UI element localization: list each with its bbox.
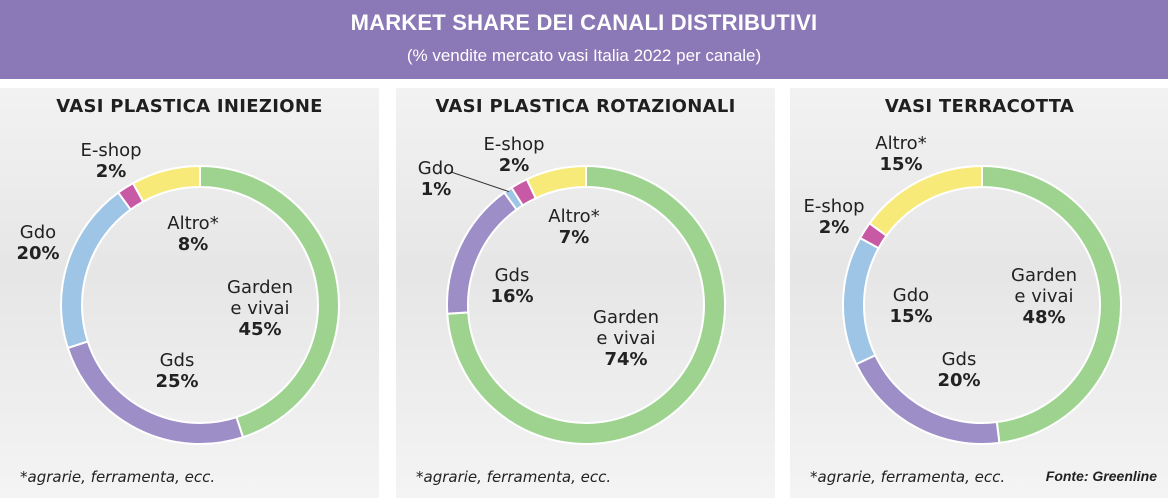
panel-title: VASI PLASTICA INIEZIONE [56,96,323,117]
donut-chart-terracotta [842,164,1122,445]
label-name-line: Garden [1011,265,1077,286]
footnote: *agrarie, ferramenta, ecc. [416,468,612,486]
data-label-e-shop: E-shop 2% [80,140,141,182]
label-percent: 20% [16,243,60,264]
data-label-altro: Altro* 15% [875,133,926,175]
label-name-line: Gdo [19,222,57,243]
label-name-line: Altro* [167,213,219,234]
slice-garden-e-vivai [446,164,726,445]
label-percent: 7% [558,227,590,248]
footnote: *agrarie, ferramenta, ecc. [810,468,1006,486]
label-name-line: Garden [227,277,293,298]
label-name-line: Gdo [892,285,930,306]
panel-title: VASI PLASTICA ROTAZIONALI [435,96,736,117]
label-name-line: Gds [159,350,195,371]
label-name-line: e vivai [1014,286,1074,307]
label-percent: 2% [95,161,127,182]
data-label-altro: Altro* 8% [167,213,218,255]
donut-chart-rotazionali [446,164,726,445]
data-label-garden-e-vivai: Garden e vivai 74% [593,307,659,370]
label-name-line: E-shop [80,140,142,161]
label-percent: 25% [155,371,199,392]
panel-terracotta: VASI TERRACOTTA *agrarie, ferramenta, ec… [790,88,1168,498]
data-label-garden-e-vivai: Garden e vivai 45% [227,277,293,340]
data-label-altro: Altro* 7% [548,206,599,248]
chart-header: MARKET SHARE DEI CANALI DISTRIBUTIVI (% … [0,0,1168,79]
donut-chart-iniezione [60,164,340,445]
chart-title: MARKET SHARE DEI CANALI DISTRIBUTIVI [350,10,818,35]
source-credit: Fonte: Greenline [1045,468,1157,484]
panel-title: VASI TERRACOTTA [884,96,1075,117]
label-percent: 8% [177,234,209,255]
data-label-e-shop: E-shop 2% [483,134,544,176]
data-label-gdo: Gdo 1% [418,158,454,200]
label-name-line: E-shop [483,134,545,155]
label-percent: 1% [420,179,452,200]
data-label-gdo: Gdo 15% [889,285,932,327]
panel-plastica-rotazionali: VASI PLASTICA ROTAZIONALI *agrarie, ferr… [396,88,775,498]
label-percent: 15% [889,306,933,327]
label-percent: 15% [879,154,923,175]
slice-gdo [60,191,133,350]
label-name-line: e vivai [596,328,656,349]
label-name-line: Garden [593,307,659,328]
label-percent: 20% [937,370,981,391]
label-name-line: Gdo [417,158,455,179]
data-label-e-shop: E-shop 2% [803,196,864,238]
label-name-line: Altro* [548,206,600,227]
slice-altro [525,164,587,200]
chart-subtitle: (% vendite mercato vasi Italia 2022 per … [406,46,762,65]
label-name-line: E-shop [803,196,865,217]
label-percent: 48% [1022,307,1066,328]
label-percent: 74% [604,349,648,370]
label-percent: 2% [498,155,530,176]
data-label-gds: Gds 20% [937,349,980,391]
slice-gdo [842,236,880,366]
slice-altro [131,164,201,203]
panel-plastica-iniezione: VASI PLASTICA INIEZIONE *agrarie, ferram… [0,88,379,498]
footnote: *agrarie, ferramenta, ecc. [20,468,216,486]
data-label-garden-e-vivai: Garden e vivai 48% [1011,265,1077,328]
label-name-line: Gds [494,265,530,286]
leader-line [450,171,510,193]
label-percent: 45% [238,319,282,340]
slice-altro [868,164,983,238]
label-percent: 2% [818,217,850,238]
data-label-gds: Gds 16% [490,265,533,307]
label-name-line: e vivai [230,298,290,319]
label-percent: 16% [490,286,534,307]
label-name-line: Gds [941,349,977,370]
data-label-gds: Gds 25% [155,350,198,392]
label-name-line: Altro* [875,133,927,154]
data-label-gdo: Gdo 20% [16,222,59,264]
